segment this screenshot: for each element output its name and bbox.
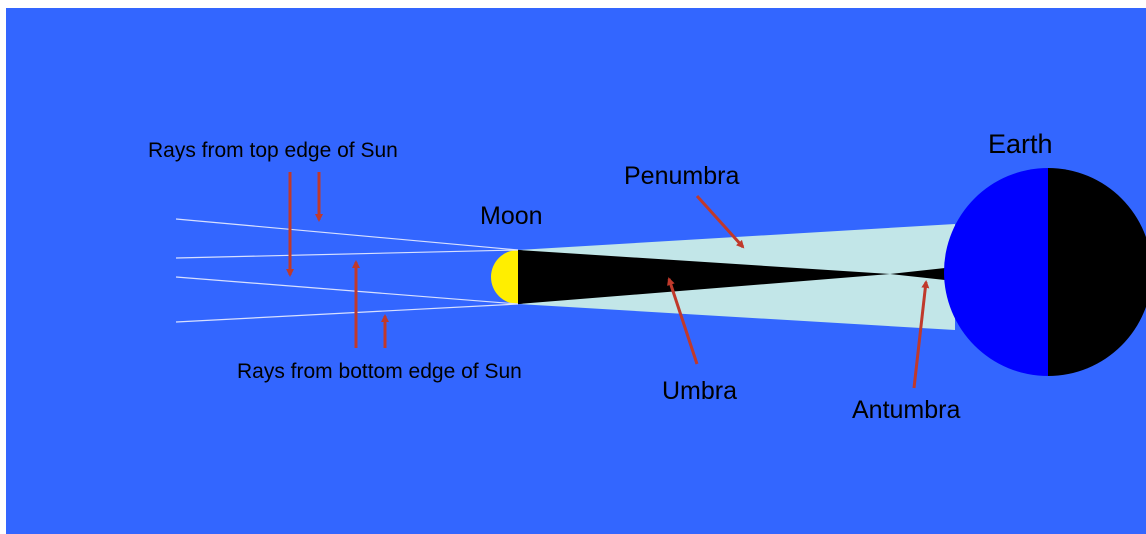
page: Rays from top edge of Sun Rays from bott… [0, 0, 1146, 534]
label: Umbra [662, 377, 737, 405]
label: Rays from bottom edge of Sun [237, 360, 522, 383]
label: Antumbra [852, 396, 960, 424]
label: Moon [480, 202, 543, 230]
label: Rays from top edge of Sun [148, 139, 398, 162]
label: Earth [988, 129, 1053, 159]
diagram: Rays from top edge of Sun Rays from bott… [0, 0, 1146, 534]
label: Penumbra [624, 162, 739, 190]
